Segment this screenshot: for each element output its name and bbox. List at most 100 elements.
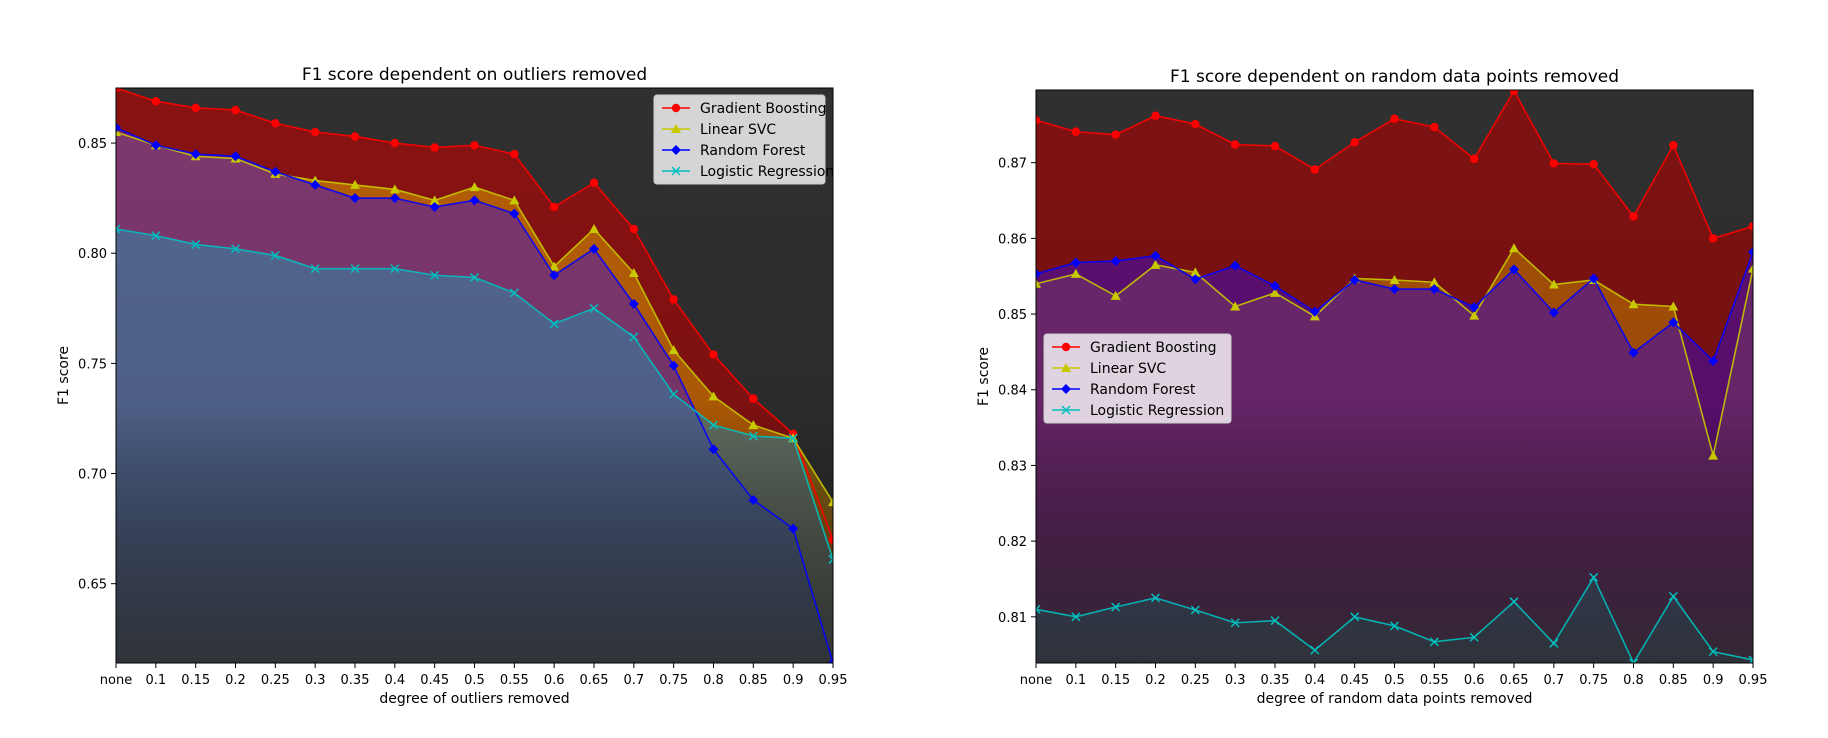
point-random-forest-13 bbox=[1548, 307, 1559, 318]
y-tick-label: 0.75 bbox=[78, 357, 107, 372]
point-gradient-boosting-6 bbox=[350, 132, 360, 141]
point-random-forest-9 bbox=[1389, 284, 1400, 295]
point-gradient-boosting-14 bbox=[1589, 159, 1598, 169]
point-logistic-regression-6 bbox=[1270, 616, 1280, 626]
legend-marker bbox=[671, 145, 681, 155]
point-linear-svc-13 bbox=[1548, 279, 1559, 289]
point-random-forest-8 bbox=[1349, 274, 1360, 285]
legend-item-gradient-boosting: Gradient Boosting bbox=[1052, 340, 1217, 356]
legend-label: Gradient Boosting bbox=[700, 101, 827, 117]
point-logistic-regression-2 bbox=[1111, 602, 1121, 612]
y-tick-label: 0.85 bbox=[78, 137, 107, 152]
point-gradient-boosting-15 bbox=[1629, 212, 1638, 221]
point-random-forest-16 bbox=[1668, 317, 1679, 328]
point-gradient-boosting-18 bbox=[1748, 222, 1753, 231]
point-gradient-boosting-12 bbox=[1509, 90, 1519, 95]
point-logistic-regression-1 bbox=[151, 231, 161, 241]
legend-item-linear-svc: Linear SVC bbox=[662, 122, 776, 138]
point-random-forest-2 bbox=[1110, 256, 1121, 267]
legend-marker bbox=[1061, 342, 1071, 352]
point-gradient-boosting-13 bbox=[1549, 159, 1559, 168]
point-logistic-regression-17 bbox=[788, 433, 798, 443]
x-tick-label: 0.4 bbox=[1304, 673, 1325, 688]
x-tick-label: 0.2 bbox=[225, 673, 246, 688]
point-logistic-regression-13 bbox=[1549, 638, 1559, 648]
point-linear-svc-16 bbox=[1668, 301, 1679, 311]
x-tick-label: 0.1 bbox=[1065, 673, 1086, 688]
point-random-forest-16 bbox=[748, 494, 759, 505]
point-logistic-regression-9 bbox=[1389, 621, 1400, 631]
chart-1: none 0.1 0.15 0.2 0.25 0.3 0.35 0.4 0.45 0.5 0.55 0… bbox=[56, 65, 847, 707]
point-logistic-regression-3 bbox=[1150, 593, 1161, 603]
point-logistic-regression-0 bbox=[116, 224, 121, 234]
point-linear-svc-9 bbox=[469, 182, 480, 192]
point-random-forest-7 bbox=[389, 193, 400, 204]
point-logistic-regression-7 bbox=[1310, 645, 1320, 655]
point-gradient-boosting-18 bbox=[828, 535, 833, 544]
point-linear-svc-17 bbox=[1708, 450, 1719, 460]
point-linear-svc-18 bbox=[828, 497, 833, 507]
point-random-forest-3 bbox=[230, 151, 241, 162]
legend-box bbox=[1043, 333, 1232, 424]
point-gradient-boosting-3 bbox=[231, 105, 240, 115]
x-tick-label: 0.6 bbox=[544, 673, 565, 688]
x-tick-label: 0.45 bbox=[1340, 673, 1369, 688]
legend-item-gradient-boosting: Gradient Boosting bbox=[662, 101, 827, 117]
point-gradient-boosting-11 bbox=[549, 202, 559, 212]
point-logistic-regression-6 bbox=[350, 264, 360, 274]
legend-item-random-forest: Random Forest bbox=[662, 143, 806, 159]
x-tick-label: 0.65 bbox=[580, 673, 609, 688]
x-tick-label: 0.35 bbox=[1261, 673, 1290, 688]
point-linear-svc-12 bbox=[1509, 243, 1519, 253]
point-logistic-regression-2 bbox=[191, 239, 201, 249]
point-random-forest-5 bbox=[1230, 260, 1241, 271]
point-random-forest-11 bbox=[549, 270, 560, 281]
x-tick-label: 0.4 bbox=[384, 673, 405, 688]
point-random-forest-12 bbox=[1509, 264, 1519, 275]
x-tick-label: 0.7 bbox=[1543, 673, 1564, 688]
point-random-forest-6 bbox=[350, 193, 360, 204]
chart-title: F1 score dependent on random data points… bbox=[1170, 67, 1619, 87]
point-gradient-boosting-0 bbox=[116, 88, 121, 93]
point-logistic-regression-11 bbox=[549, 319, 559, 329]
x-tick-label: 0.85 bbox=[1659, 673, 1688, 688]
legend-label: Linear SVC bbox=[1090, 361, 1166, 377]
point-gradient-boosting-10 bbox=[510, 149, 519, 159]
y-axis-label: F1 score bbox=[976, 347, 992, 406]
legend-item-logistic-regression: Logistic Regression bbox=[662, 164, 834, 180]
x-tick-label: 0.9 bbox=[783, 673, 804, 688]
legend-marker bbox=[671, 103, 681, 113]
charts-container: none 0.1 0.15 0.2 0.25 0.3 0.35 0.4 0.45 0.5 0.55 0… bbox=[56, 65, 1767, 707]
point-gradient-boosting-9 bbox=[1390, 114, 1399, 123]
point-gradient-boosting-12 bbox=[589, 178, 599, 187]
point-logistic-regression-10 bbox=[509, 288, 519, 298]
point-linear-svc-8 bbox=[429, 195, 440, 205]
point-random-forest-1 bbox=[1070, 257, 1081, 268]
point-logistic-regression-5 bbox=[1230, 618, 1240, 628]
point-linear-svc-5 bbox=[1230, 301, 1241, 311]
x-tick-label: 0.2 bbox=[1145, 673, 1166, 688]
point-gradient-boosting-10 bbox=[1430, 122, 1439, 132]
point-gradient-boosting-5 bbox=[310, 127, 320, 137]
x-tick-label: 0.95 bbox=[819, 673, 848, 688]
point-gradient-boosting-15 bbox=[709, 350, 718, 359]
point-random-forest-3 bbox=[1150, 250, 1161, 261]
point-linear-svc-13 bbox=[628, 268, 639, 278]
y-tick-label: 0.85 bbox=[998, 308, 1027, 323]
point-gradient-boosting-4 bbox=[271, 119, 280, 128]
y-tick-label: 0.70 bbox=[78, 468, 107, 483]
point-random-forest-15 bbox=[1628, 347, 1639, 358]
x-tick-label: 0.75 bbox=[659, 673, 688, 688]
point-logistic-regression-14 bbox=[669, 389, 679, 399]
point-logistic-regression-8 bbox=[430, 270, 440, 280]
point-random-forest-13 bbox=[628, 298, 639, 309]
x-tick-label: 0.85 bbox=[739, 673, 768, 688]
point-gradient-boosting-16 bbox=[1669, 141, 1678, 150]
point-logistic-regression-18 bbox=[828, 554, 833, 564]
legend-marker bbox=[1061, 363, 1071, 372]
point-random-forest-17 bbox=[788, 523, 799, 534]
x-tick-label: 0.3 bbox=[1225, 673, 1246, 688]
x-tick-label: 0.9 bbox=[1703, 673, 1724, 688]
point-random-forest-10 bbox=[509, 208, 520, 219]
